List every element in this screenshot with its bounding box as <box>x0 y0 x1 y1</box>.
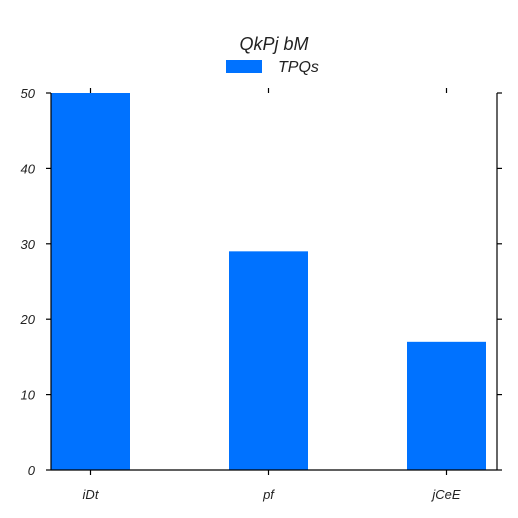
y-tick-label: 50 <box>21 86 36 101</box>
y-tick-label: 20 <box>20 312 36 327</box>
legend-label: TPQs <box>278 59 319 76</box>
chart-title: QkPj bM <box>239 34 308 54</box>
bar-iDt <box>51 93 130 470</box>
x-tick-label: iDt <box>83 487 100 502</box>
bars-group <box>51 93 486 470</box>
legend-swatch <box>226 60 262 73</box>
x-tick-label: pf <box>262 487 275 502</box>
bar-jCeE <box>407 341 486 470</box>
y-tick-label: 30 <box>21 237 36 252</box>
legend: TPQs <box>226 59 319 76</box>
x-tick-label: jCeE <box>430 487 461 502</box>
bar-pf <box>229 251 308 470</box>
y-tick-label: 40 <box>21 161 36 176</box>
y-tick-label: 10 <box>21 388 36 403</box>
y-tick-label: 0 <box>28 463 36 478</box>
axes-group: 0 10 20 30 40 50 iDt pf jCeE <box>20 86 502 502</box>
